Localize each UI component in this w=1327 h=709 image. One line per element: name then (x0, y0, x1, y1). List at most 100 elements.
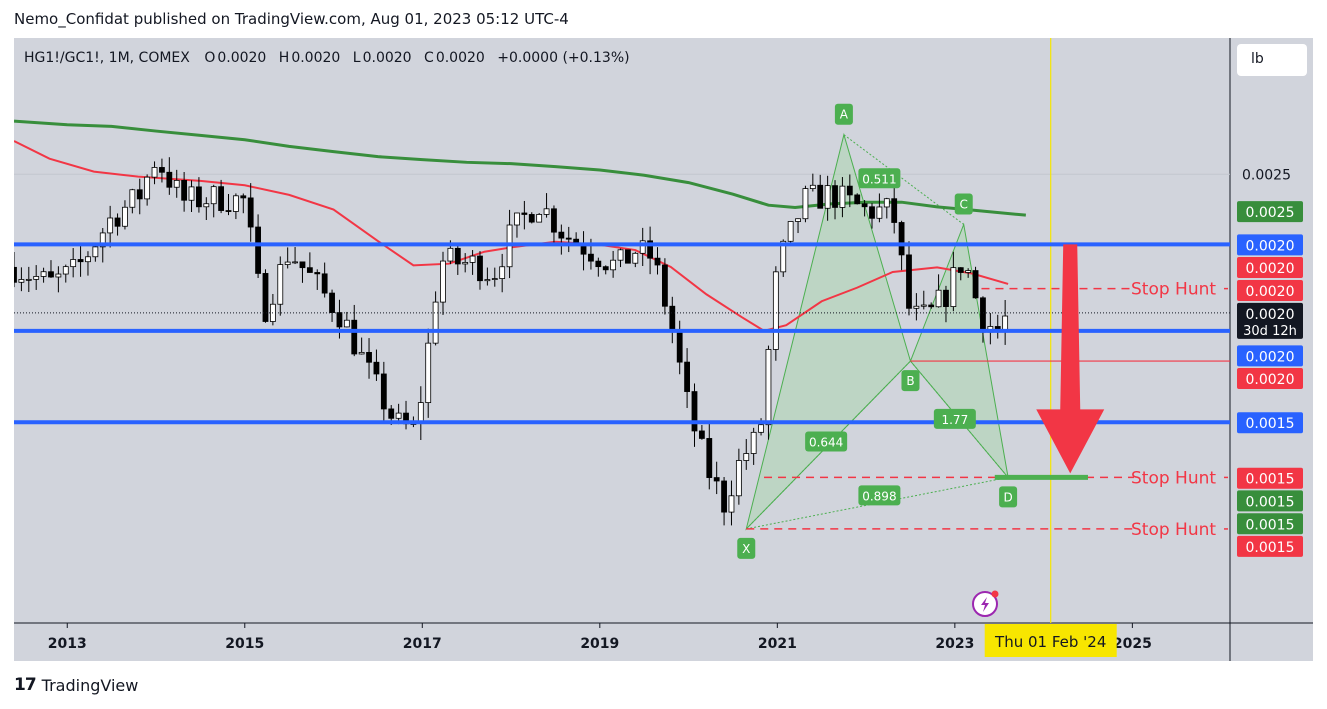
candle-down (713, 477, 720, 482)
candle-up (920, 304, 927, 307)
candle-down (48, 271, 54, 278)
candle-up (292, 261, 298, 264)
candle-down (595, 260, 602, 268)
candle-down (225, 210, 232, 212)
candle-down (454, 247, 461, 265)
candle-up (514, 212, 520, 226)
chart-canvas[interactable]: 2013 2015 2017 2019 2021 2023 2025 0.0025 Stop H… (14, 38, 1313, 661)
x-tick-label: 2013 (48, 636, 87, 652)
tradingview-logo[interactable]: 17 TradingView (14, 675, 138, 695)
candle-down (861, 203, 868, 208)
candle-down (691, 391, 698, 432)
candle-down (602, 266, 609, 271)
candle-up (913, 305, 920, 309)
candle-down (846, 185, 853, 196)
candle-up (965, 270, 972, 273)
legend-close: 0.0020 (435, 50, 485, 66)
price-axis-label: 0.0020 (1246, 284, 1295, 300)
candle-down (565, 237, 572, 240)
publisher-line: Nemo_Confidat published on TradingView.c… (14, 10, 569, 28)
price-axis-badge (1237, 368, 1303, 390)
harmonic-ratio-label: 1.77 (941, 413, 968, 427)
candle-up (432, 301, 439, 344)
candle-up (55, 273, 62, 278)
candle-up (151, 167, 158, 178)
candle-down (240, 195, 247, 199)
harmonic-dotted-leg (910, 360, 1009, 478)
y-tick-label: 0.0025 (1242, 167, 1291, 183)
price-axis-label: 0.0020 (1246, 238, 1295, 254)
date-marker-label: Thu 01 Feb '24 (994, 633, 1106, 651)
harmonic-point-label: B (906, 374, 914, 388)
candle-down (558, 231, 565, 239)
candle-up (484, 279, 491, 282)
bar-countdown-label: 30d 12h (1243, 324, 1297, 339)
candle-up (70, 259, 77, 268)
candle-down (647, 240, 654, 259)
x-tick-label: 2025 (1113, 636, 1152, 652)
candle-down (380, 373, 387, 410)
candle-down (698, 430, 705, 439)
candle-down (329, 292, 335, 313)
price-axis-label: 0.0015 (1246, 494, 1295, 510)
candle-up (772, 271, 779, 350)
candle-up (25, 278, 32, 281)
candle-down (662, 264, 668, 307)
candle-down (625, 249, 631, 264)
price-axis-badge (1237, 234, 1303, 256)
candle-up (277, 264, 284, 305)
unit-button[interactable]: lb (1237, 44, 1307, 76)
candle-down (521, 212, 528, 215)
harmonic-ratio-badge (805, 431, 848, 452)
candle-down (306, 267, 313, 273)
candle-up (632, 252, 639, 264)
candle-up (491, 278, 498, 280)
candle-up (62, 266, 69, 275)
price-axis-label: 0.0015 (1246, 472, 1295, 488)
symbol-legend: HG1!/GC1!, 1M, COMEX O 0.0020 H 0.0020 L 0.… (24, 50, 632, 66)
candle-up (232, 195, 239, 212)
candle-up (469, 255, 476, 263)
candle-down (114, 217, 121, 227)
harmonic-point-badge (901, 370, 920, 392)
candle-down (336, 312, 343, 328)
candle-down (247, 197, 254, 228)
price-axis-badge (1237, 345, 1303, 367)
candle-up (728, 495, 735, 513)
price-axis-badge (1237, 302, 1303, 339)
harmonic-dotted-leg (843, 134, 965, 225)
candle-down (14, 266, 17, 283)
candle-down (314, 272, 321, 275)
candle-up (85, 256, 91, 263)
candle-down (832, 185, 838, 208)
chart-area[interactable]: 2013 2015 2017 2019 2021 2023 2025 0.0025 Stop H… (14, 38, 1313, 661)
candle-down (957, 267, 964, 273)
candle-down (528, 214, 535, 223)
candle-up (447, 247, 454, 262)
tradingview-logo-icon: 17 (14, 675, 37, 695)
candle-up (750, 431, 757, 454)
candle-down (321, 273, 328, 294)
harmonic-ratio-badge (858, 168, 901, 189)
legend-high: 0.0020 (291, 50, 341, 66)
candle-up (173, 180, 180, 188)
down-arrow-icon (1036, 244, 1105, 474)
candle-down (676, 330, 683, 363)
candle-down (898, 222, 905, 256)
legend-low-label: L (352, 50, 361, 66)
harmonic-point-label: A (840, 108, 849, 122)
harmonic-point-badge (954, 193, 973, 215)
candle-down (196, 186, 202, 208)
candle-down (388, 408, 395, 419)
candle-up (462, 262, 469, 265)
harmonic-point-label: D (1003, 490, 1012, 504)
candle-down (906, 254, 912, 309)
candle-down (817, 184, 824, 209)
candle-up (33, 276, 40, 280)
candle-up (499, 266, 506, 279)
alert-dot-icon (991, 590, 999, 598)
harmonic-point-badge (737, 537, 756, 559)
candle-up (824, 185, 831, 209)
harmonic-triangle-bcd (909, 222, 1009, 480)
candle-up (536, 214, 543, 223)
